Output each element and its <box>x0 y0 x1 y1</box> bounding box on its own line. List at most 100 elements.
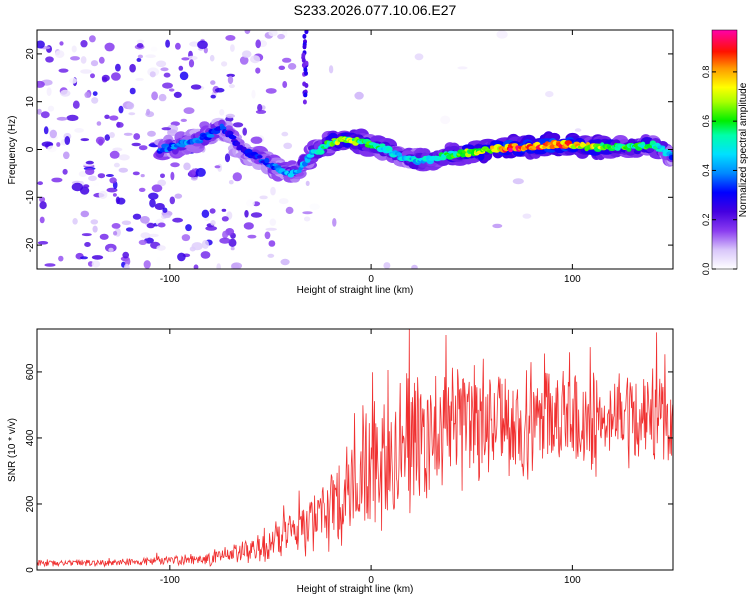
heatmap-noise-cell <box>302 211 313 215</box>
heatmap-noise-cell <box>136 39 145 44</box>
heatmap-streak-cell <box>301 62 306 68</box>
heatmap-noise-cell <box>80 256 88 260</box>
heatmap-streak-cell <box>304 70 308 76</box>
heatmap-noise-cell <box>151 184 163 193</box>
heatmap-noise-cell <box>170 171 175 181</box>
heatmap-ridge-cell <box>316 149 325 155</box>
heatmap-noise-cell <box>83 184 90 189</box>
snr-y-axis: 0 200 400 600 <box>25 363 673 573</box>
heatmap-noise-cell <box>109 177 117 184</box>
heatmap-noise-cell <box>255 109 267 114</box>
heatmap-noise-cell <box>492 223 503 229</box>
heatmap-noise-cell <box>80 210 90 218</box>
heatmap-noise-cell <box>183 162 191 171</box>
heatmap-noise-cell <box>250 136 263 144</box>
heatmap-noise-cell <box>37 241 49 245</box>
heatmap-ridge-cell <box>206 134 215 138</box>
heatmap-streak-cell <box>301 57 306 63</box>
heatmap-noise-cell <box>45 56 54 63</box>
heatmap-noise-cell <box>118 105 124 114</box>
heatmap-noise-cell <box>250 212 263 218</box>
heatmap-noise-cell <box>259 195 268 200</box>
heatmap-noise-cell <box>109 150 120 159</box>
heatmap-noise-cell <box>157 179 167 187</box>
heatmap-noise-cell <box>112 147 123 152</box>
heatmap-noise-cell <box>123 263 130 269</box>
heatmap-noise-cell <box>88 175 97 182</box>
heatmap-noise-cell <box>241 50 252 58</box>
heatmap-noise-cell <box>224 153 231 163</box>
heatmap-noise-cell <box>172 217 184 223</box>
colorbar-tick-label: 0.4 <box>701 164 711 177</box>
x-tick-label: 0 <box>368 575 374 586</box>
heatmap-noise-cell <box>189 246 196 252</box>
heatmap-noise-cell <box>238 165 250 175</box>
heatmap-noise-cell <box>185 224 192 232</box>
heatmap-noise-cell <box>228 84 235 89</box>
heatmap-noise-cell <box>205 226 218 231</box>
heatmap-noise-cell <box>145 54 156 58</box>
heatmap-noise-cell <box>136 43 144 48</box>
heatmap-noise-cell <box>122 251 129 259</box>
heatmap-noise-cell <box>173 91 182 98</box>
heatmap-noise-cell <box>132 213 142 220</box>
heatmap-noise-cell <box>121 220 132 226</box>
heatmap-noise-cell <box>168 88 175 92</box>
heatmap-noise-cell <box>129 87 136 95</box>
heatmap-noise-cell <box>115 196 120 205</box>
heatmap-noise-cell <box>80 56 87 64</box>
heatmap-streak-cell <box>304 83 309 88</box>
heatmap-noise-cell <box>55 50 65 58</box>
heatmap-noise-cell <box>221 61 228 67</box>
heatmap-noise-cell <box>219 237 231 244</box>
heatmap-noise-cell <box>214 165 221 169</box>
heatmap-noise-cell <box>210 220 216 226</box>
heatmap-noise-cell <box>160 67 169 72</box>
spectrogram-heatmap <box>37 30 673 269</box>
colorbar-tick-label: 0.0 <box>701 263 711 276</box>
heatmap-noise-cell <box>80 69 92 74</box>
heatmap-noise-cell <box>496 30 508 39</box>
heatmap-noise-cell <box>278 65 286 71</box>
heatmap-noise-cell <box>354 91 364 100</box>
heatmap-ridge-cell <box>668 154 673 161</box>
heatmap-noise-cell <box>116 121 121 128</box>
heatmap-noise-cell <box>305 180 310 186</box>
heatmap-noise-cell <box>522 213 532 219</box>
heatmap-noise-cell <box>91 97 99 104</box>
heatmap-noise-cell <box>138 145 148 151</box>
heatmap-streak-cell <box>302 33 307 39</box>
heatmap-noise-cell <box>232 172 242 182</box>
heatmap-noise-cell <box>111 223 121 229</box>
heatmap-noise-cell <box>138 187 146 192</box>
heatmap-noise-cell <box>221 216 229 222</box>
heatmap-noise-cell <box>251 89 256 99</box>
x-tick-label: 100 <box>564 274 581 285</box>
heatmap-noise-cell <box>39 201 47 210</box>
heatmap-noise-cell <box>179 71 189 81</box>
heatmap-noise-cell <box>225 35 236 41</box>
heatmap-noise-cell <box>222 230 229 239</box>
heatmap-noise-cell <box>115 63 121 72</box>
heatmap-noise-cell <box>246 199 255 207</box>
heatmap-noise-cell <box>140 174 145 178</box>
heatmap-noise-cell <box>135 77 144 81</box>
heatmap-noise-cell <box>98 56 105 64</box>
colorbar: 0.0 0.2 0.4 0.6 0.8 Normalized spectral ampl… <box>701 29 749 276</box>
snr-x-axis: -100 0 100 <box>160 329 581 586</box>
heatmap-noise-cell <box>169 196 175 205</box>
spectrogram-y-label: Frequency (Hz) <box>7 116 18 185</box>
heatmap-noise-cell <box>89 35 96 43</box>
heatmap-noise-cell <box>189 41 200 47</box>
snr-series-line <box>37 329 673 568</box>
heatmap-noise-cell <box>37 108 42 115</box>
y-tick-label: 600 <box>25 363 36 380</box>
heatmap-noise-cell <box>146 108 151 116</box>
heatmap-noise-cell <box>92 225 98 233</box>
heatmap-noise-cell <box>332 218 337 227</box>
heatmap-noise-cell <box>250 55 261 64</box>
heatmap-noise-cell <box>70 56 80 61</box>
heatmap-noise-cell <box>197 40 208 49</box>
heatmap-noise-cell <box>84 242 91 247</box>
